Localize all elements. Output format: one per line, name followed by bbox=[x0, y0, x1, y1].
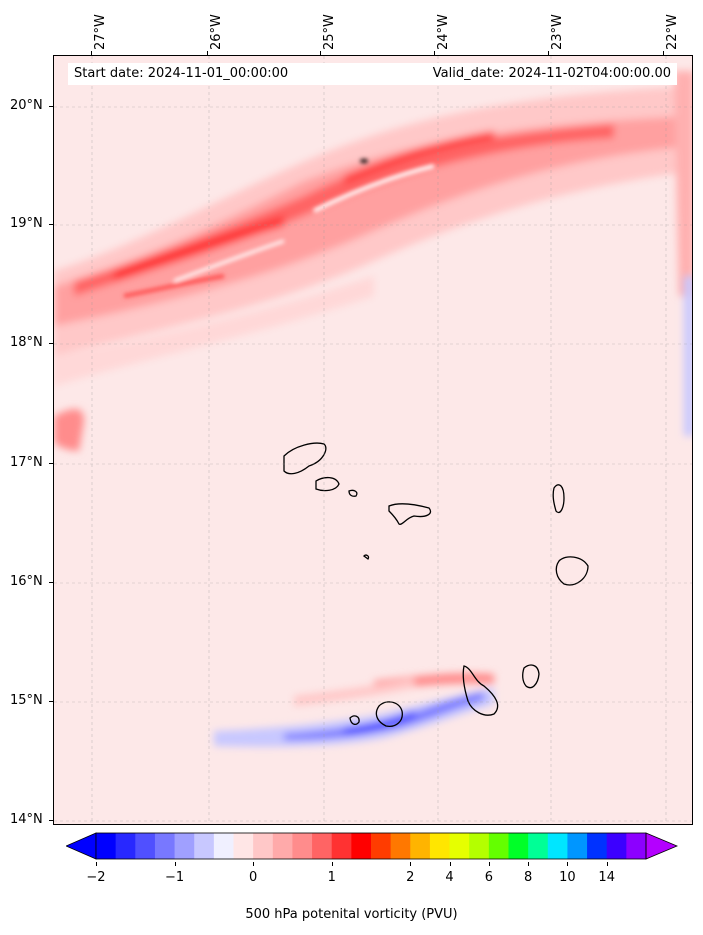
latitude-tick bbox=[49, 820, 53, 821]
longitude-tick bbox=[207, 51, 208, 55]
colorbar-swatch bbox=[528, 833, 549, 859]
colorbar-tick-label: −2 bbox=[86, 870, 106, 885]
colorbar-swatch bbox=[429, 833, 451, 859]
colorbar-swatch bbox=[154, 833, 176, 859]
colorbar-swatch bbox=[312, 833, 333, 859]
colorbar-swatch bbox=[508, 833, 529, 859]
colorbar-swatch bbox=[174, 833, 195, 859]
colorbar-tick bbox=[410, 862, 412, 866]
date-info-box: Start date: 2024-11-01_00:00:00 Valid_da… bbox=[68, 63, 677, 85]
colorbar-tick-label: 8 bbox=[524, 870, 533, 885]
colorbar-swatch bbox=[449, 833, 470, 859]
colorbar-swatch bbox=[213, 833, 234, 859]
start-date-label: Start date: 2024-11-01_00:00:00 bbox=[74, 66, 289, 81]
pv-band-south bbox=[214, 276, 692, 747]
colorbar-tick bbox=[331, 862, 333, 866]
colorbar-tick-label: 10 bbox=[559, 870, 576, 885]
colorbar-swatch bbox=[587, 833, 608, 859]
island-sal bbox=[552, 484, 565, 514]
colorbar-swatch bbox=[547, 833, 568, 859]
longitude-tick bbox=[434, 51, 435, 55]
colorbar-swatch bbox=[626, 833, 647, 859]
gridlines bbox=[54, 56, 692, 824]
island-sao-nicolau bbox=[388, 503, 432, 525]
longitude-label: 23°W bbox=[550, 14, 565, 50]
colorbar-swatch bbox=[410, 833, 431, 859]
colorbar-over-arrow bbox=[645, 832, 678, 860]
pv-field-map bbox=[54, 56, 692, 824]
island-brava bbox=[349, 715, 360, 725]
colorbar-swatch bbox=[96, 833, 117, 859]
colorbar-tick-label: 2 bbox=[406, 870, 415, 885]
colorbar-tick-label: 4 bbox=[445, 870, 454, 885]
colorbar-swatch bbox=[371, 833, 392, 859]
colorbar-swatch bbox=[469, 833, 490, 859]
latitude-label: 16°N bbox=[10, 574, 43, 589]
colorbar-swatch bbox=[567, 833, 588, 859]
longitude-tick bbox=[548, 51, 549, 55]
latitude-tick bbox=[49, 224, 53, 225]
longitude-tick bbox=[91, 51, 92, 55]
latitude-label: 17°N bbox=[10, 455, 43, 470]
colorbar-tick-label: 1 bbox=[327, 870, 336, 885]
colorbar-tick-label: −1 bbox=[164, 870, 185, 885]
colorbar-swatch bbox=[488, 833, 509, 859]
colorbar-swatch bbox=[331, 833, 352, 859]
longitude-label: 27°W bbox=[93, 14, 108, 50]
latitude-tick bbox=[49, 106, 53, 107]
latitude-tick bbox=[49, 343, 53, 344]
latitude-label: 18°N bbox=[10, 335, 43, 350]
latitude-tick bbox=[49, 582, 53, 583]
colorbar-tick-label: 14 bbox=[598, 870, 615, 885]
latitude-label: 20°N bbox=[10, 98, 43, 113]
island-santa-luzia bbox=[348, 489, 358, 497]
colorbar-swatch bbox=[233, 833, 254, 859]
colorbar-frame bbox=[95, 832, 647, 860]
colorbar-swatch bbox=[606, 833, 627, 859]
colorbar bbox=[66, 832, 678, 860]
colorbar-tick-label: 0 bbox=[249, 870, 258, 885]
latitude-label: 15°N bbox=[10, 693, 43, 708]
longitude-label: 25°W bbox=[322, 14, 337, 50]
longitude-label: 22°W bbox=[665, 14, 680, 50]
colorbar-swatch bbox=[253, 833, 274, 859]
colorbar-swatch bbox=[272, 833, 293, 859]
colorbar-tick bbox=[174, 862, 176, 866]
latitude-label: 19°N bbox=[10, 216, 43, 231]
pv-band-north bbox=[54, 71, 692, 451]
colorbar-tick bbox=[488, 862, 490, 866]
colorbar-swatch bbox=[194, 833, 215, 859]
longitude-label: 26°W bbox=[209, 14, 224, 50]
latitude-label: 14°N bbox=[10, 812, 43, 827]
valid-date-label: Valid_date: 2024-11-02T04:00:00.00 bbox=[432, 66, 671, 81]
latitude-tick bbox=[49, 701, 53, 702]
colorbar-tick-label: 6 bbox=[484, 870, 493, 885]
colorbar-swatch bbox=[292, 833, 313, 859]
colorbar-tick bbox=[449, 862, 451, 866]
colorbar-tick bbox=[606, 862, 608, 866]
map-plot-area bbox=[53, 55, 693, 825]
longitude-tick bbox=[663, 51, 664, 55]
colorbar-swatch bbox=[390, 833, 411, 859]
island-santo-antao bbox=[283, 442, 327, 475]
longitude-label: 24°W bbox=[436, 14, 451, 50]
longitude-tick bbox=[320, 51, 321, 55]
colorbar-tick bbox=[253, 862, 255, 866]
island-santiago bbox=[462, 665, 499, 716]
colorbar-swatch bbox=[115, 833, 136, 859]
colorbar-swatch bbox=[135, 833, 156, 859]
island-boa-vista bbox=[555, 556, 589, 586]
colorbar-tick bbox=[567, 862, 569, 866]
colorbar-title: 500 hPa potenital vorticity (PVU) bbox=[245, 907, 458, 922]
colorbar-under-arrow bbox=[66, 832, 97, 860]
colorbar-tick bbox=[528, 862, 530, 866]
island-maio bbox=[522, 664, 540, 689]
colorbar-tick bbox=[96, 862, 97, 866]
colorbar-swatch bbox=[351, 833, 372, 859]
latitude-tick bbox=[49, 463, 53, 464]
